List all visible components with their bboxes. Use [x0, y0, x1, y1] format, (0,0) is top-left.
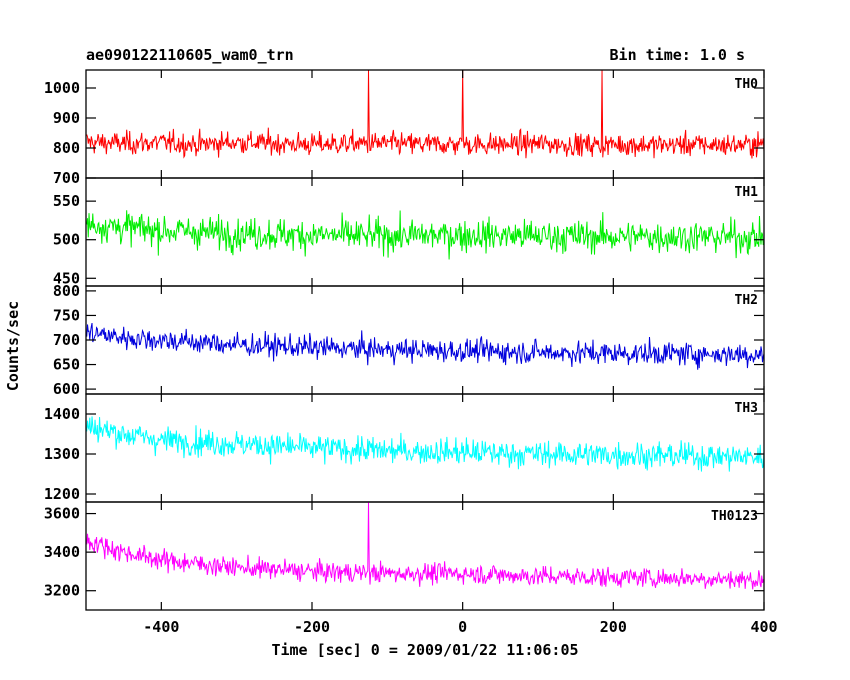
series-line-th3: [86, 416, 764, 472]
y-tick-label: 650: [53, 356, 80, 374]
chart-title: ae090122110605_wam0_trn: [86, 46, 294, 64]
y-tick-label: 1400: [44, 405, 80, 423]
y-axis-label: Counts/sec: [4, 301, 22, 391]
y-tick-label: 500: [53, 231, 80, 249]
y-tick-label: 1200: [44, 485, 80, 503]
panel-label-th0123: TH0123: [711, 509, 758, 524]
x-tick-label: 0: [458, 618, 467, 636]
series-line-th0123: [86, 502, 764, 590]
panel-label-th1: TH1: [735, 185, 759, 200]
x-tick-label: 200: [600, 618, 627, 636]
y-tick-label: 450: [53, 269, 80, 287]
y-tick-label: 3400: [44, 543, 80, 561]
y-tick-label: 900: [53, 109, 80, 127]
series-line-th0: [86, 70, 764, 159]
y-tick-label: 750: [53, 306, 80, 324]
series-line-th1: [86, 210, 764, 260]
y-tick-label: 600: [53, 380, 80, 398]
panel-label-th2: TH2: [735, 293, 758, 308]
panel-label-th0: TH0: [735, 77, 759, 92]
y-tick-label: 3200: [44, 582, 80, 600]
series-line-th2: [86, 322, 764, 370]
panel-frame-th0: [85, 69, 765, 179]
panels-group: 700 800 900 1000 TH0 450 500 550 TH1 600 650 700 750…: [44, 69, 778, 636]
x-tick-label: -200: [294, 618, 330, 636]
y-tick-label: 800: [53, 282, 80, 300]
y-tick-label: 700: [53, 169, 80, 187]
y-tick-label: 3600: [44, 505, 80, 523]
y-tick-label: 700: [53, 331, 80, 349]
panel-label-th3: TH3: [735, 401, 758, 416]
x-tick-label: 400: [750, 618, 777, 636]
y-tick-label: 800: [53, 139, 80, 157]
panel-frame-th3: [85, 393, 765, 503]
panel-frame-th2: [85, 285, 765, 395]
x-axis-label: Time [sec] 0 = 2009/01/22 11:06:05: [271, 641, 578, 659]
y-tick-label: 1300: [44, 445, 80, 463]
x-tick-label: -400: [143, 618, 179, 636]
y-tick-label: 550: [53, 192, 80, 210]
bin-time-label: Bin time: 1.0 s: [610, 46, 745, 64]
panel-frame-th0123: [85, 501, 765, 611]
y-tick-label: 1000: [44, 79, 80, 97]
